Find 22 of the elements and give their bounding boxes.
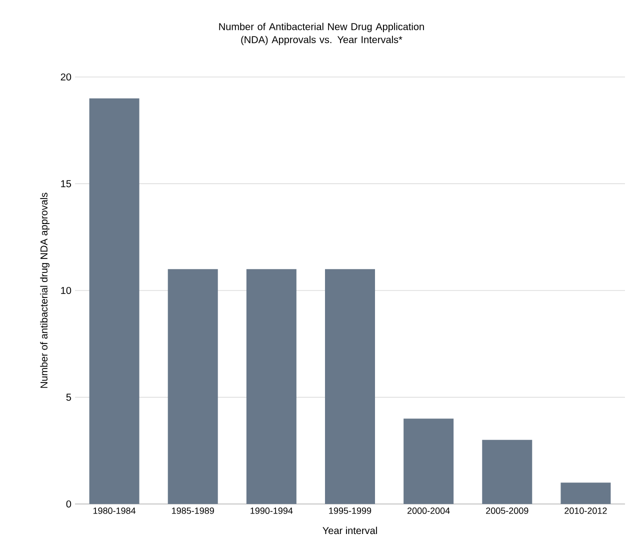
y-axis-title: Number of antibacterial drug NDA approvals <box>40 192 50 388</box>
y-tick-label: 20 <box>60 73 72 81</box>
x-tick-label: 1985-1989 <box>172 508 214 514</box>
y-tick-label: 5 <box>66 394 72 401</box>
y-tick-label: 10 <box>61 286 72 294</box>
x-tick-label: 1980-1984 <box>93 508 136 514</box>
x-axis-title: Year interval <box>322 526 377 534</box>
bar <box>482 440 532 504</box>
bar <box>89 98 140 504</box>
bar <box>325 269 375 504</box>
x-tick-label: 2000-2004 <box>408 508 450 514</box>
x-tick-label: 2005-2009 <box>486 508 528 514</box>
bar <box>168 269 218 504</box>
x-tick-label: 2010-2012 <box>564 508 607 514</box>
bar <box>560 482 611 504</box>
bar <box>404 418 454 504</box>
bar <box>246 269 296 504</box>
y-tick-label: 0 <box>66 500 72 508</box>
x-tick-label: 1995-1999 <box>329 508 372 514</box>
chart-title: Number of Antibacterial New Drug Application (NDA) Approvals vs. Year Intervals* <box>219 22 424 46</box>
x-tick-label: 1990-1994 <box>250 508 293 514</box>
y-tick-label: 15 <box>61 180 72 188</box>
